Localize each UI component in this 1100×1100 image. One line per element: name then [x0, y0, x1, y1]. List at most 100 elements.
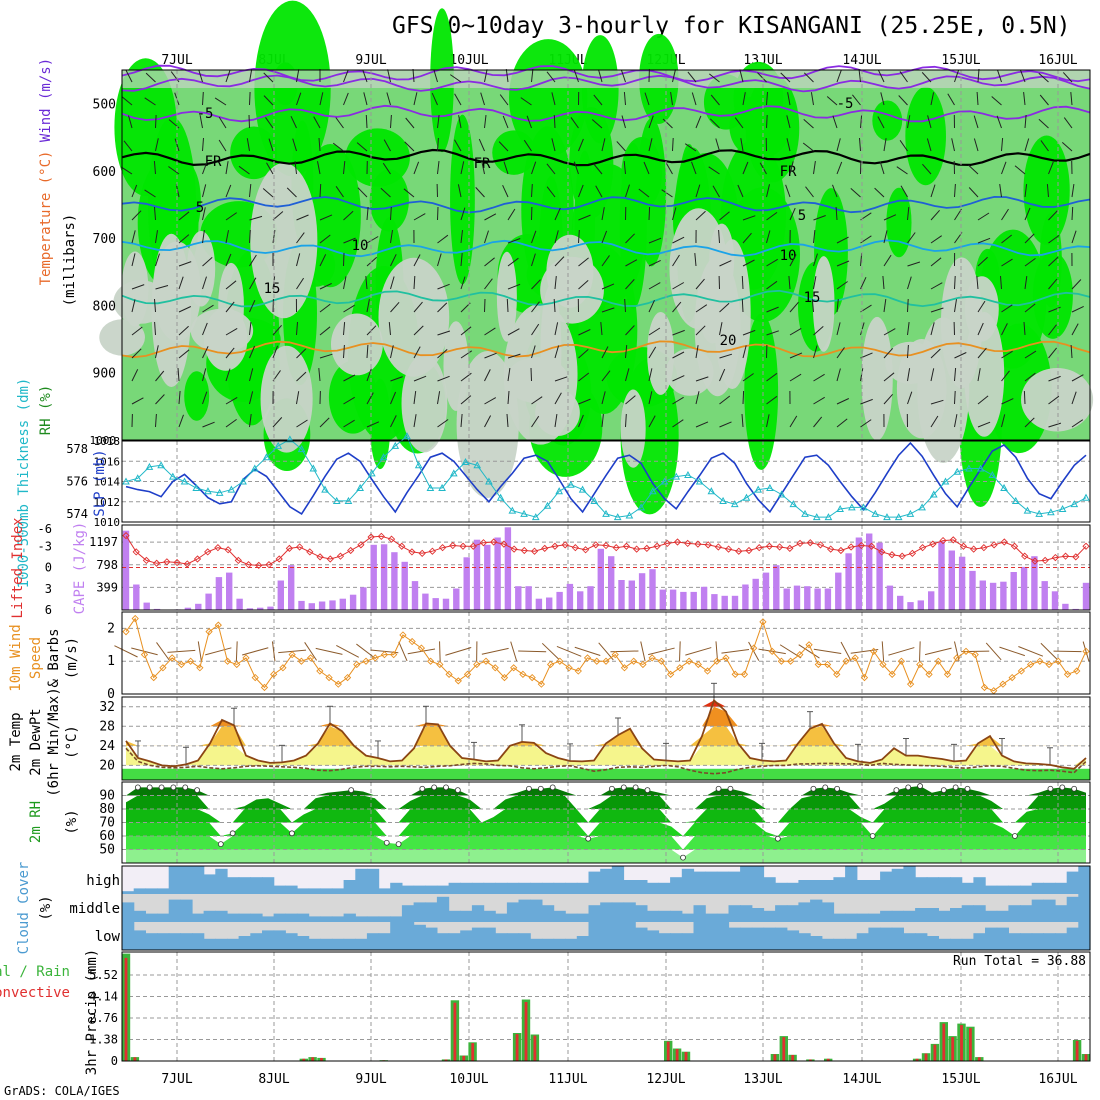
wind-barb	[546, 186, 556, 198]
cape-tick-label: 798	[96, 558, 118, 572]
thickness-tick-label: 574	[66, 507, 88, 521]
precip-tick-label: 2.76	[89, 1011, 118, 1025]
li-marker	[204, 548, 212, 556]
wind-barb	[1024, 303, 1036, 313]
wind-barb	[202, 230, 205, 244]
cloud-bar	[273, 913, 286, 922]
wind-barb	[718, 229, 720, 244]
cape-bar	[897, 595, 904, 610]
wind-barb	[202, 391, 208, 405]
wind-barb	[174, 138, 180, 152]
slp-tick-label: 1010	[94, 516, 121, 529]
wind-barb	[601, 230, 608, 244]
wind-barb	[319, 183, 322, 198]
wind-barb	[131, 210, 142, 221]
wind-barb	[484, 213, 497, 221]
isotherm-label: 5	[798, 208, 806, 224]
wind-barb	[249, 184, 252, 198]
wind10-barb	[439, 641, 441, 662]
isotherm-label: FR	[780, 164, 797, 180]
wind-barb	[170, 71, 180, 83]
wind-barb	[318, 137, 321, 152]
li-marker	[1041, 556, 1049, 565]
cloud-bar	[145, 888, 158, 894]
cape-bar	[525, 586, 532, 610]
precip-convective-bar	[515, 1034, 519, 1061]
li-marker	[929, 540, 937, 548]
wind-barb	[1063, 117, 1073, 129]
wind-barb	[672, 375, 685, 382]
thickness-marker	[485, 477, 493, 485]
precip-convective-bar	[302, 1058, 306, 1061]
wind-barb	[335, 117, 344, 129]
cloud-bar	[250, 877, 263, 894]
cloud-bar	[961, 882, 974, 894]
isotherm-label: -5	[197, 106, 214, 122]
cloud-bar	[705, 913, 718, 922]
wind-barb	[356, 142, 368, 152]
wind-barb	[249, 91, 251, 106]
wind-barb	[503, 161, 509, 175]
wind-barb	[390, 230, 393, 244]
dewpt2m-line	[125, 747, 1087, 775]
temp-band-low	[122, 768, 1090, 780]
cape-bar	[928, 591, 935, 610]
li-marker	[684, 539, 692, 548]
wind-barb	[484, 298, 486, 313]
cape-bar	[1051, 591, 1059, 610]
wind-barb	[225, 69, 231, 83]
cloud-bar	[285, 885, 298, 894]
wind-barb	[616, 141, 626, 152]
wind10-barb	[304, 642, 318, 661]
wind-barb	[789, 327, 802, 336]
cloud-bar	[192, 933, 205, 950]
wind-barb	[437, 234, 449, 244]
wind-barb	[601, 370, 611, 382]
precip-convective-bar	[462, 1055, 466, 1061]
wind10-marker	[611, 651, 619, 659]
wind-barb	[883, 138, 887, 152]
wind-barb	[460, 253, 463, 267]
wind-barb	[601, 391, 606, 405]
wind-barb	[1001, 323, 1008, 336]
wind-barb	[623, 91, 626, 106]
wind-barb	[620, 69, 626, 83]
wind-barb	[437, 375, 450, 382]
li-tick-label: 6	[45, 603, 52, 617]
wind-barb	[882, 275, 885, 290]
wind-barb	[178, 325, 189, 336]
rh2m-marker	[620, 784, 627, 791]
cloud-bar	[471, 927, 485, 950]
wind-barb	[1001, 161, 1007, 175]
rh2m-marker	[1059, 784, 1066, 791]
wind-barb	[249, 229, 251, 244]
wind-barb	[954, 208, 962, 221]
li-marker	[745, 546, 753, 555]
wind-barb	[154, 321, 156, 336]
wind10-marker	[666, 670, 675, 678]
rh-dry-area	[401, 354, 448, 453]
wind-barb	[644, 92, 650, 106]
wind-barb	[507, 238, 521, 244]
cloud-bar	[250, 913, 263, 922]
wind-barb	[125, 70, 133, 83]
li-marker	[878, 548, 886, 556]
li-marker	[827, 545, 835, 553]
wind-barb	[202, 137, 204, 152]
thickness-marker	[637, 503, 645, 511]
wind-barb	[131, 326, 143, 336]
wind10-barb	[235, 641, 238, 662]
wind-barb	[625, 345, 628, 359]
ylabel-cloud-units: (%)	[38, 895, 54, 920]
li-marker	[275, 555, 283, 563]
cloud-bar	[926, 936, 939, 950]
wind-barb	[437, 330, 451, 336]
wind-barb	[249, 69, 253, 83]
wind-barb	[672, 236, 685, 244]
wind10-marker	[731, 670, 739, 678]
cloud-bar	[1043, 899, 1056, 922]
wind-barb	[1071, 419, 1084, 428]
rh-moist-area	[886, 187, 912, 258]
isotherm-label: 5	[196, 200, 204, 216]
wind-barb	[178, 211, 190, 221]
